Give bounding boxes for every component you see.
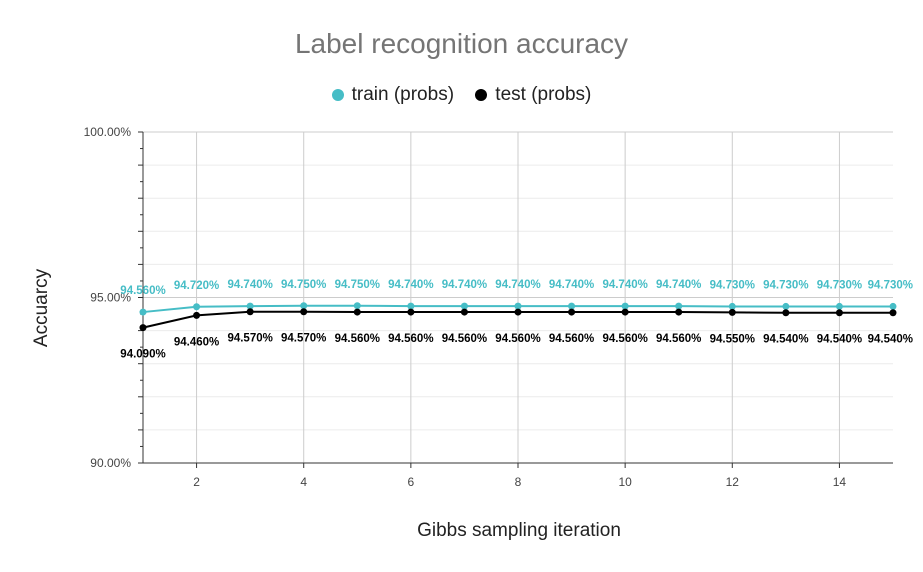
data-label-test: 94.560% <box>549 333 594 345</box>
data-point-test <box>728 308 736 316</box>
data-label-train: 94.730% <box>763 279 808 291</box>
x-tick-label: 8 <box>515 475 522 489</box>
data-label-test: 94.560% <box>442 333 487 345</box>
data-point-test <box>514 308 522 316</box>
data-label-train: 94.560% <box>120 285 165 297</box>
data-label-test: 94.560% <box>495 333 540 345</box>
data-label-test: 94.540% <box>868 334 913 346</box>
data-label-train: 94.740% <box>495 279 540 291</box>
data-point-train <box>621 302 629 310</box>
x-tick-label: 4 <box>300 475 307 489</box>
data-point-train <box>514 302 522 310</box>
legend: train (probs) test (probs) <box>0 84 923 107</box>
data-label-train: 94.730% <box>868 279 913 291</box>
data-point-test <box>193 311 201 319</box>
x-tick-label: 10 <box>618 475 632 489</box>
data-label-train: 94.750% <box>281 279 326 291</box>
data-point-train <box>728 302 736 310</box>
data-label-test: 94.570% <box>227 333 272 345</box>
data-point-train <box>407 302 415 310</box>
legend-item-test[interactable]: test (probs) <box>475 84 591 106</box>
data-point-train <box>300 302 308 310</box>
series-test: 94.090% 94.460% 94.570% 94.570% 94.560% 94.56… <box>120 308 913 361</box>
data-point-train <box>246 302 254 310</box>
data-label-test: 94.560% <box>656 333 701 345</box>
data-point-train <box>835 302 843 310</box>
data-label-train: 94.730% <box>817 279 862 291</box>
legend-label-train: train (probs) <box>351 84 455 105</box>
data-point-train <box>353 302 361 310</box>
data-point-test <box>407 308 415 316</box>
data-point-train <box>568 302 576 310</box>
legend-item-train[interactable]: train (probs) <box>331 84 455 106</box>
data-label-test: 94.570% <box>281 333 326 345</box>
data-label-train: 94.740% <box>602 279 647 291</box>
data-label-test: 94.540% <box>763 334 808 346</box>
data-label-test: 94.560% <box>335 333 380 345</box>
data-label-test: 94.460% <box>174 336 219 348</box>
legend-label-test: test (probs) <box>495 84 592 105</box>
data-label-train: 94.740% <box>388 279 433 291</box>
data-label-test: 94.560% <box>388 333 433 345</box>
data-point-train <box>889 302 897 310</box>
data-point-train <box>139 308 147 316</box>
data-point-test <box>621 308 629 316</box>
data-label-train: 94.740% <box>227 279 272 291</box>
data-point-test <box>246 308 254 316</box>
data-point-test <box>139 324 147 332</box>
data-label-test: 94.540% <box>817 334 862 346</box>
data-label-train: 94.730% <box>710 279 755 291</box>
data-label-train: 94.750% <box>335 279 380 291</box>
y-tick-label: 90.00% <box>90 456 131 470</box>
chart-title: Label recognition accuracy <box>294 28 629 59</box>
data-label-train: 94.740% <box>549 279 594 291</box>
x-tick-label: 6 <box>408 475 415 489</box>
data-label-train: 94.740% <box>442 279 487 291</box>
data-point-test <box>353 308 361 316</box>
y-tick-label: 100.00% <box>84 125 132 139</box>
data-point-test <box>675 308 683 316</box>
data-point-test <box>835 309 843 317</box>
data-label-test: 94.090% <box>120 349 165 361</box>
legend-marker-train <box>331 89 344 101</box>
data-point-test <box>782 309 790 317</box>
x-tick-label: 2 <box>193 475 200 489</box>
data-label-test: 94.550% <box>710 333 755 345</box>
data-point-test <box>460 308 468 316</box>
data-label-test: 94.560% <box>602 333 647 345</box>
data-point-test <box>568 308 576 316</box>
data-point-test <box>889 309 897 317</box>
legend-marker-test <box>475 89 488 101</box>
data-point-train <box>782 302 790 310</box>
y-tick-label: 95.00% <box>90 291 131 305</box>
data-point-train <box>193 303 201 311</box>
series-train: 94.560% 94.720% 94.740% 94.750% 94.750% 94.74… <box>120 279 913 316</box>
x-axis-label: Gibbs sampling iteration <box>417 520 621 541</box>
data-point-train <box>460 302 468 310</box>
data-label-train: 94.720% <box>174 280 219 292</box>
data-label-train: 94.740% <box>656 279 701 291</box>
x-tick-label: 12 <box>726 475 740 489</box>
x-tick-label: 14 <box>833 475 847 489</box>
data-point-train <box>675 302 683 310</box>
data-point-test <box>300 308 308 316</box>
